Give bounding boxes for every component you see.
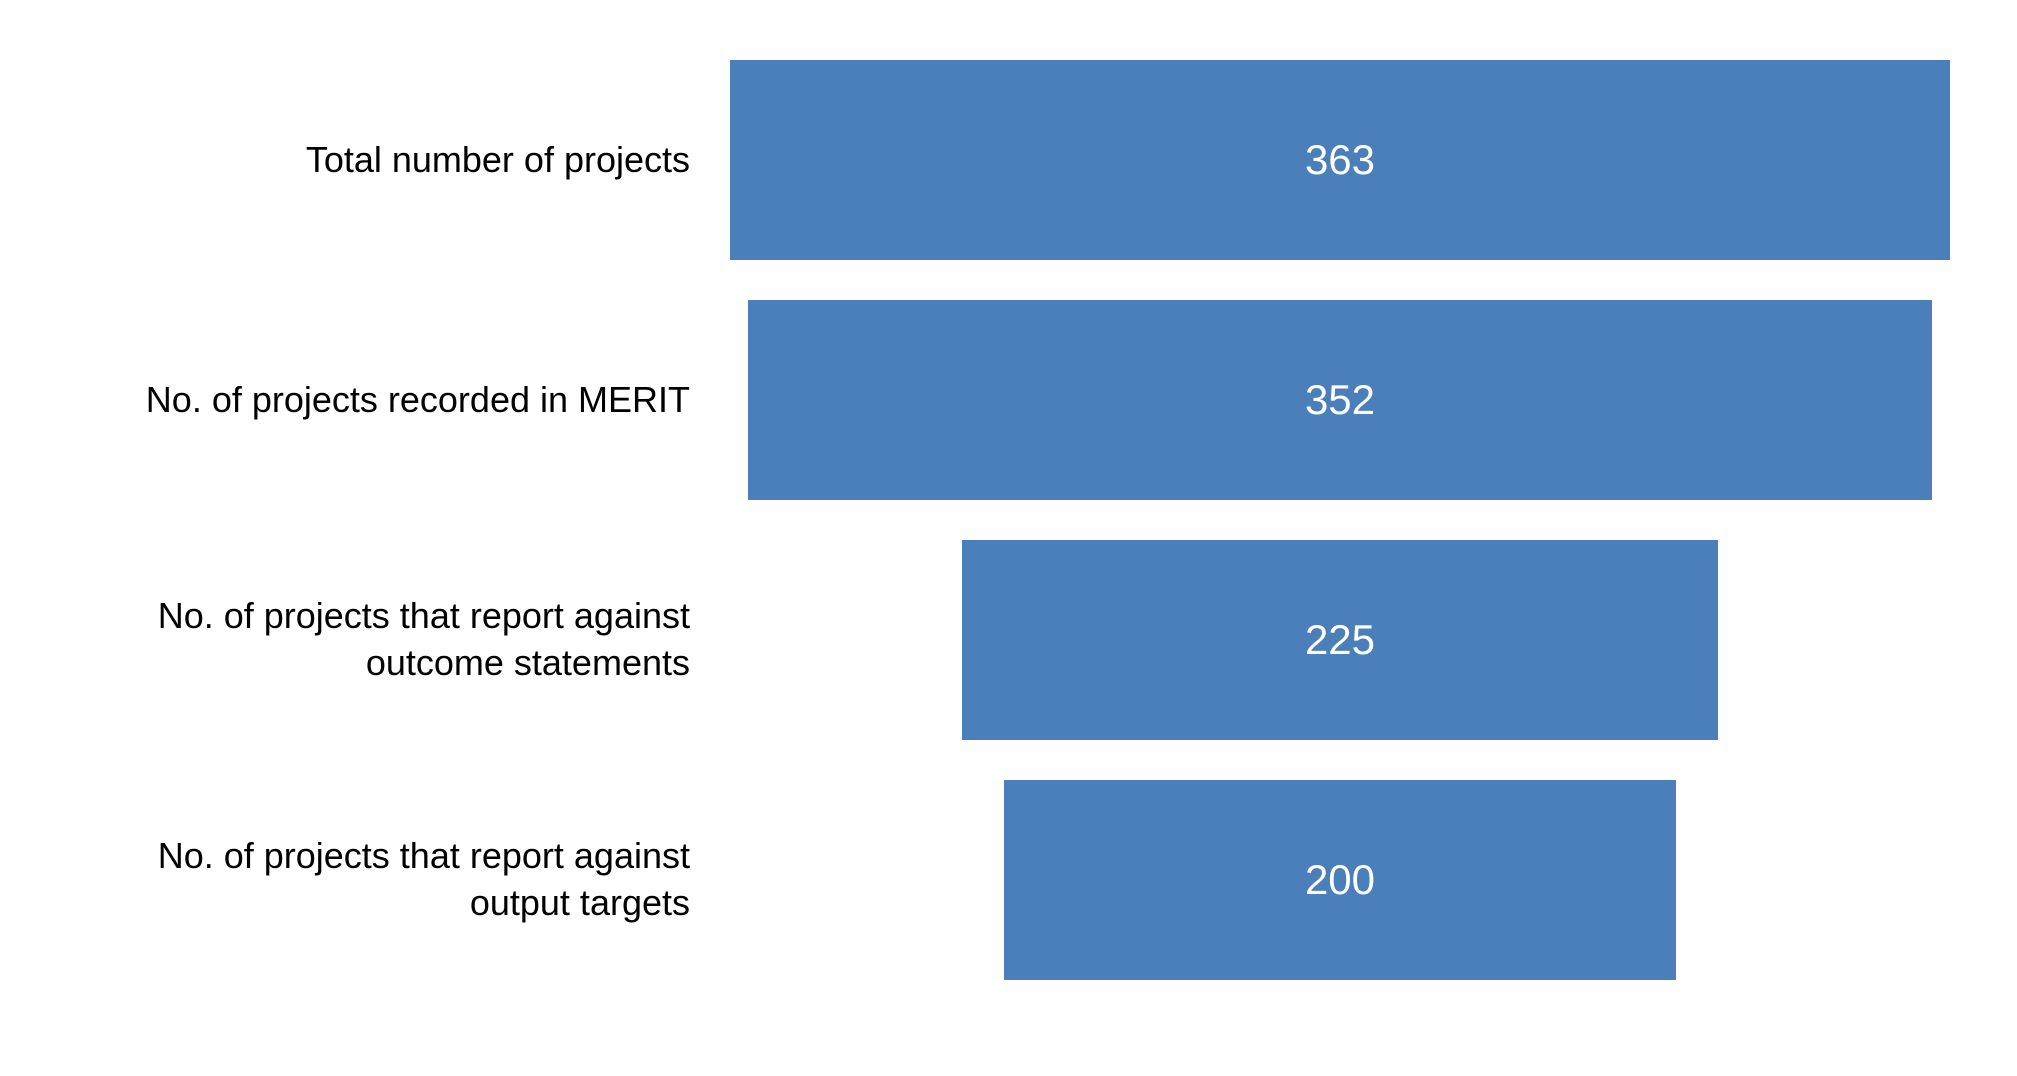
bar-cell: 352 xyxy=(720,300,1960,500)
bar-value: 200 xyxy=(1305,856,1375,904)
bar-cell: 200 xyxy=(720,780,1960,980)
funnel-bar: 363 xyxy=(730,60,1950,260)
label-cell: No. of projects that report against outc… xyxy=(40,593,720,687)
funnel-bar: 352 xyxy=(748,300,1931,500)
row-label: No. of projects recorded in MERIT xyxy=(146,377,690,424)
funnel-row: No. of projects that report against outc… xyxy=(40,540,1960,740)
funnel-row: No. of projects that report against outp… xyxy=(40,780,1960,980)
row-label: No. of projects that report against outp… xyxy=(90,833,690,927)
funnel-bar: 200 xyxy=(1004,780,1676,980)
funnel-bar: 225 xyxy=(962,540,1718,740)
bar-value: 225 xyxy=(1305,616,1375,664)
label-cell: No. of projects that report against outp… xyxy=(40,833,720,927)
bar-value: 352 xyxy=(1305,376,1375,424)
label-cell: Total number of projects xyxy=(40,137,720,184)
funnel-row: Total number of projects 363 xyxy=(40,60,1960,260)
funnel-chart: Total number of projects 363 No. of proj… xyxy=(40,60,1960,1020)
bar-cell: 363 xyxy=(720,60,1960,260)
funnel-row: No. of projects recorded in MERIT 352 xyxy=(40,300,1960,500)
row-label: Total number of projects xyxy=(306,137,690,184)
label-cell: No. of projects recorded in MERIT xyxy=(40,377,720,424)
row-label: No. of projects that report against outc… xyxy=(90,593,690,687)
bar-cell: 225 xyxy=(720,540,1960,740)
bar-value: 363 xyxy=(1305,136,1375,184)
